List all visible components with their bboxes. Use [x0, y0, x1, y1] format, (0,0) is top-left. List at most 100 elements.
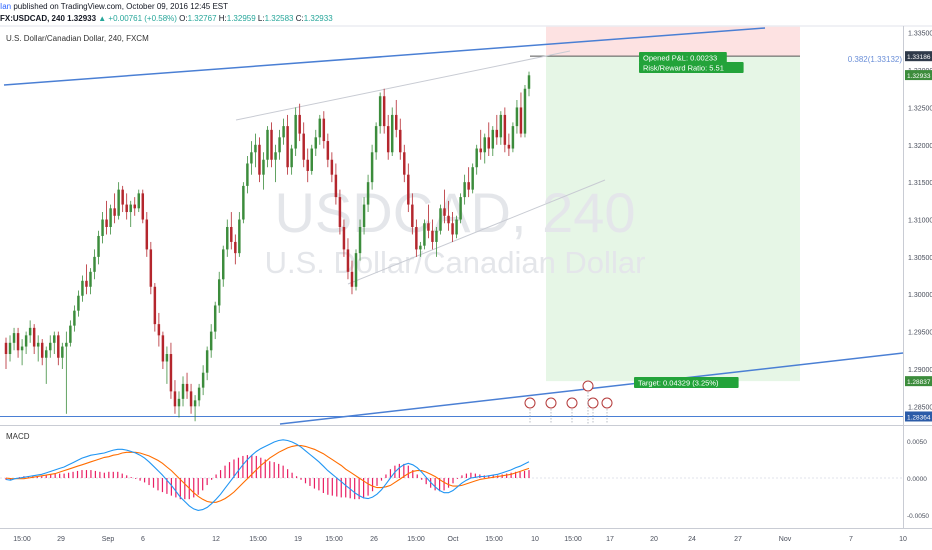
- candle-body: [113, 208, 116, 216]
- candle-body: [390, 114, 394, 153]
- price-tick-label: 1.33500: [908, 31, 932, 38]
- candle-body: [270, 129, 273, 160]
- close-value: 1.32933: [303, 14, 333, 23]
- candle-body: [65, 342, 68, 347]
- price-marker: [905, 70, 932, 81]
- time-tick-label: 6: [141, 536, 145, 543]
- time-tick-label: 29: [57, 536, 65, 543]
- candle-body: [322, 118, 326, 142]
- candle-body: [342, 226, 346, 250]
- candle-body: [431, 230, 434, 242]
- candle-body: [459, 197, 462, 220]
- candle-body: [294, 114, 297, 149]
- candle-body: [411, 204, 414, 227]
- candle-body: [246, 163, 249, 186]
- candle-body: [89, 271, 92, 287]
- candle-body: [382, 96, 386, 127]
- time-tick-label: 27: [734, 536, 742, 543]
- price-tick-label: 1.32000: [908, 143, 932, 150]
- candle-body: [451, 223, 454, 235]
- candle-body: [250, 152, 253, 164]
- candle-body: [435, 230, 438, 242]
- price-marker: [905, 51, 932, 62]
- publish-info: Ian published on TradingView.com, Octobe…: [0, 2, 228, 11]
- time-tick-label: 20: [650, 536, 658, 543]
- time-tick-label: 26: [370, 536, 378, 543]
- economic-event-icon: [582, 380, 594, 392]
- candle-body: [515, 107, 519, 127]
- candle-body: [117, 189, 120, 216]
- time-tick-label: 7: [849, 536, 853, 543]
- candle-body: [40, 342, 44, 358]
- candle-body: [24, 335, 28, 347]
- candle-body: [286, 126, 289, 168]
- candle-body: [145, 219, 149, 250]
- time-tick-label: 24: [688, 536, 696, 543]
- price-marker: [905, 376, 932, 387]
- high-value: 1.32959: [226, 14, 256, 23]
- candle-body: [149, 249, 153, 287]
- price-tick-label: 1.30500: [908, 255, 932, 262]
- macd-label: MACD: [6, 432, 30, 441]
- candle-body: [495, 129, 499, 138]
- risk-reward-label: Risk/Reward Ratio: 5.51: [639, 62, 744, 73]
- candle-body: [238, 219, 241, 254]
- time-tick-label: 15:00: [13, 536, 31, 543]
- candle-body: [266, 129, 269, 160]
- candle-body: [125, 204, 128, 213]
- candle-body: [475, 148, 478, 168]
- candle-body: [77, 295, 80, 311]
- candle-body: [28, 327, 32, 336]
- time-tick-label: 10: [899, 536, 907, 543]
- economic-event-icon: [587, 397, 599, 409]
- candle-body: [81, 280, 84, 296]
- price-tick-label: 1.29500: [908, 330, 932, 337]
- candle-body: [330, 159, 334, 175]
- watermark-symbol: USDCAD, 240: [274, 181, 635, 244]
- candle-body: [32, 327, 36, 347]
- price-marker: [905, 411, 932, 422]
- author-link[interactable]: Ian: [0, 2, 12, 11]
- candle-body: [282, 126, 285, 138]
- price-marker-label: 1.28364: [907, 414, 931, 421]
- candle-body: [258, 144, 261, 175]
- candle-body: [278, 137, 281, 153]
- candle-body: [137, 193, 140, 209]
- candle-body: [523, 88, 527, 134]
- price-tick-label: 1.32500: [908, 105, 932, 112]
- economic-event-icon: [566, 397, 578, 409]
- time-tick-label: Oct: [448, 536, 459, 543]
- candle-body: [53, 335, 56, 343]
- candle-body: [439, 208, 442, 231]
- candle-body: [57, 335, 60, 358]
- economic-event-icon: [601, 397, 613, 409]
- candle-body: [499, 114, 503, 138]
- candle-body: [97, 235, 100, 257]
- price-tick-label: 1.30000: [908, 292, 932, 299]
- svg-text:Target: 0.04329 (3.25%): Target: 0.04329 (3.25%): [638, 379, 719, 388]
- profit-zone: [546, 56, 800, 382]
- watermark-name: U.S. Dollar/Canadian Dollar: [265, 245, 646, 280]
- candle-body: [463, 182, 466, 198]
- fib-level-label: 0.382(1.33132): [848, 55, 903, 64]
- candle-body: [415, 226, 418, 250]
- candle-body: [483, 137, 486, 153]
- low-value: 1.32583: [264, 14, 294, 23]
- candle-body: [419, 245, 422, 250]
- economic-event-icon: [545, 397, 557, 409]
- candle-body: [274, 152, 277, 160]
- macd-tick-label: -0.0050: [907, 513, 929, 520]
- candle-body: [133, 204, 136, 209]
- macd-tick-label: 0.0050: [907, 439, 927, 446]
- candle-body: [36, 342, 40, 347]
- candle-body: [73, 310, 76, 326]
- candle-body: [61, 346, 64, 358]
- candle-body: [395, 114, 398, 130]
- candle-body: [189, 391, 193, 407]
- candle-body: [306, 159, 309, 171]
- candle-body: [153, 286, 157, 325]
- svg-text:Opened P&L: 0.00233: Opened P&L: 0.00233: [643, 54, 717, 63]
- time-tick-label: 15:00: [564, 536, 582, 543]
- macd-tick-label: 0.0000: [907, 476, 927, 483]
